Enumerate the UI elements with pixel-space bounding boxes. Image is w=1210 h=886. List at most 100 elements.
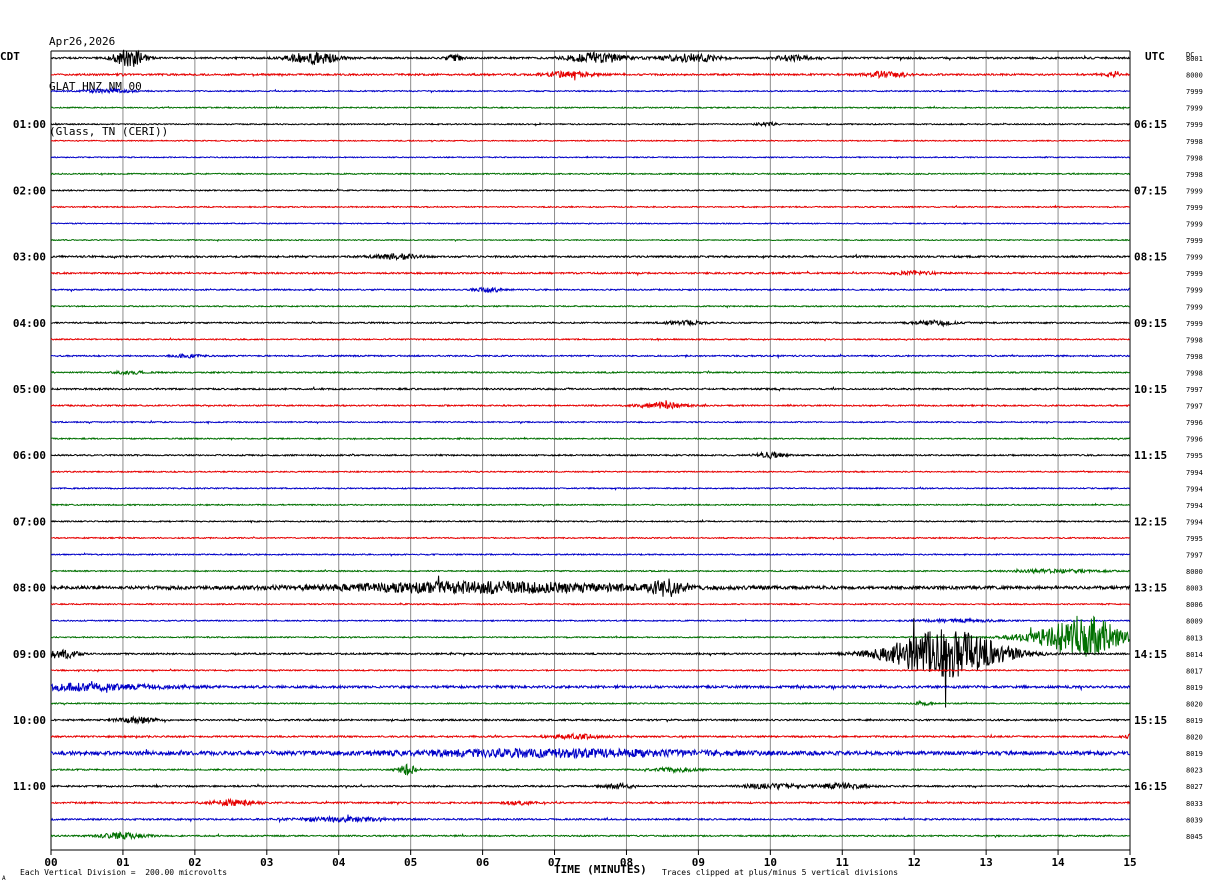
utc-time-label: 15:15 <box>1134 714 1167 727</box>
x-tick-label: 13 <box>980 856 993 869</box>
trace-line <box>50 139 1131 143</box>
x-tick-label: 09 <box>692 856 705 869</box>
date-label: Apr26,2026 <box>49 35 116 48</box>
trace-line <box>50 575 1131 597</box>
trace-line <box>50 86 1130 95</box>
dc-offset-label: 7997 <box>1186 552 1203 560</box>
dc-offset-label: 7994 <box>1186 502 1203 510</box>
trace-line <box>50 535 1130 541</box>
trace-line <box>50 469 1131 474</box>
x-tick-label: 00 <box>44 856 57 869</box>
dc-offset-label: 7998 <box>1186 171 1203 179</box>
cdt-hour-label: 02:00 <box>13 184 46 197</box>
right-axis-label: UTC <box>1145 50 1165 63</box>
dc-offset-label: 8027 <box>1186 783 1203 791</box>
dc-offset-label: 7994 <box>1186 518 1203 526</box>
x-axis-title: TIME (MINUTES) <box>554 863 647 876</box>
dc-offset-label: 8003 <box>1186 585 1203 593</box>
utc-time-label: 06:15 <box>1134 118 1167 131</box>
trace-line <box>50 419 1130 425</box>
cdt-hour-label: 09:00 <box>13 648 46 661</box>
trace-line <box>50 269 1131 277</box>
trace-line <box>50 436 1131 441</box>
dc-offset-label: 8020 <box>1186 734 1203 742</box>
x-tick-label: 14 <box>1051 856 1065 869</box>
clip-note: Traces clipped at plus/minus 5 vertical … <box>662 868 898 877</box>
trace-line <box>50 450 1131 460</box>
trace-line <box>50 831 1131 841</box>
utc-time-label: 14:15 <box>1134 648 1167 661</box>
dc-offset-label: 7999 <box>1186 121 1203 129</box>
x-tick-label: 06 <box>476 856 490 869</box>
trace-line <box>50 602 1131 607</box>
dc-offset-label: 8000 <box>1186 72 1203 80</box>
dc-header-label: DC <box>1186 51 1194 59</box>
utc-time-label: 12:15 <box>1134 515 1167 528</box>
trace-line <box>50 763 1130 776</box>
dc-offset-label: 8009 <box>1186 618 1203 626</box>
trace-line <box>50 369 1131 376</box>
trace-line <box>50 304 1130 309</box>
utc-time-label: 11:15 <box>1134 449 1167 462</box>
x-tick-label: 01 <box>116 856 130 869</box>
dc-offset-label: 8019 <box>1186 684 1203 692</box>
dc-offset-label: 8033 <box>1186 800 1203 808</box>
trace-line <box>50 155 1131 160</box>
dc-offset-label: 7996 <box>1186 436 1203 444</box>
dc-offset-label: 8019 <box>1186 750 1203 758</box>
grid-layer <box>50 50 1131 855</box>
trace-line <box>50 319 1130 328</box>
x-tick-label: 11 <box>836 856 850 869</box>
dc-offset-label: 8045 <box>1186 833 1203 841</box>
trace-layer <box>50 49 1131 841</box>
cdt-hour-label: 06:00 <box>13 449 46 462</box>
dc-offset-label: 8013 <box>1186 634 1203 642</box>
cdt-hour-label: 03:00 <box>13 251 46 264</box>
dc-offset-label: 7999 <box>1186 254 1203 262</box>
dc-offset-label: 7999 <box>1186 88 1203 96</box>
trace-line <box>50 400 1130 410</box>
cdt-hour-label: 08:00 <box>13 582 46 595</box>
dc-offset-label: 8001 <box>1186 55 1203 63</box>
dc-offset-label: 8023 <box>1186 767 1203 775</box>
dc-offset-label: 8039 <box>1186 816 1203 824</box>
cdt-hour-label: 07:00 <box>13 515 46 528</box>
x-tick-label: 04 <box>332 856 346 869</box>
trace-line <box>50 238 1131 243</box>
trace-line <box>50 814 1131 824</box>
trace-line <box>50 781 1131 791</box>
utc-time-label: 13:15 <box>1134 582 1167 595</box>
trace-line <box>50 171 1131 177</box>
trace-line <box>50 353 1131 360</box>
cdt-hour-label: 05:00 <box>13 383 46 396</box>
trace-line <box>50 552 1131 558</box>
trace-line <box>50 747 1130 760</box>
x-tick-label: 07 <box>548 856 561 869</box>
utc-time-label: 16:15 <box>1134 780 1167 793</box>
cdt-hour-label: 10:00 <box>13 714 46 727</box>
cdt-hour-label: 04:00 <box>13 317 46 330</box>
dc-offset-label: 7999 <box>1186 221 1203 229</box>
label-layer: 00 01 02 03 04 05 06 07 08 09 10 11 12 13 14 15 01:00 02:… <box>13 55 1203 869</box>
dc-offset-label: 7997 <box>1186 403 1203 411</box>
x-tick-label: 12 <box>908 856 921 869</box>
trace-line <box>50 486 1131 491</box>
dc-offset-label: 8020 <box>1186 700 1203 708</box>
dc-offset-label: 7999 <box>1186 204 1203 212</box>
scale-note: Each Vertical Division = 200.00 microvol… <box>20 868 227 877</box>
x-tick-label: 03 <box>260 856 273 869</box>
corner-mark: A <box>2 875 6 882</box>
utc-time-label: 08:15 <box>1134 251 1167 264</box>
dc-offset-label: 8014 <box>1186 651 1203 659</box>
trace-line <box>50 337 1131 342</box>
dc-offset-label: 7998 <box>1186 138 1203 146</box>
trace-line <box>50 502 1131 508</box>
trace-line <box>50 188 1130 192</box>
x-tick-label: 08 <box>620 856 633 869</box>
trace-line <box>50 797 1131 807</box>
dc-offset-label: 8006 <box>1186 601 1203 609</box>
dc-offset-label: 8000 <box>1186 568 1203 576</box>
plot-header: Apr26,2026 GLAT HNZ NM 00 (Glass, TN (CE… <box>49 4 168 154</box>
dc-offset-label: 8019 <box>1186 717 1203 725</box>
